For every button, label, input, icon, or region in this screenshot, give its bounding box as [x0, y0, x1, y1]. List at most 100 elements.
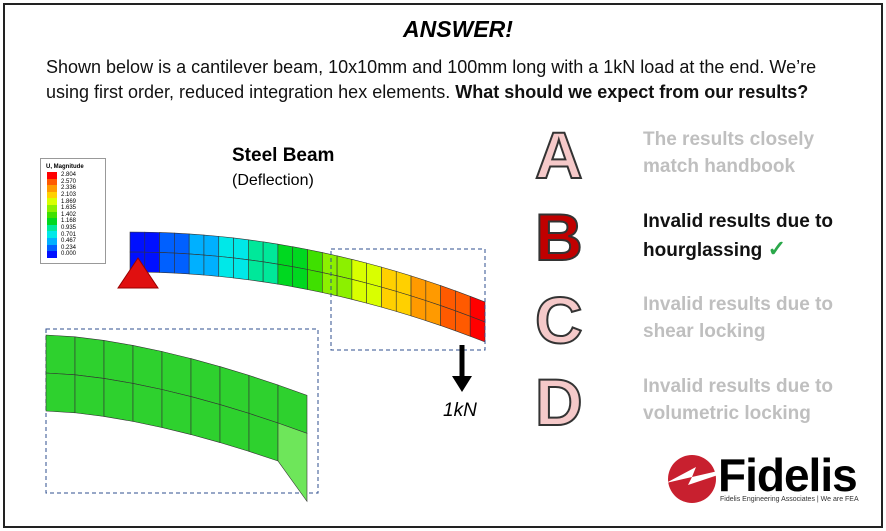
intro-text: Shown below is a cantilever beam, 10x10m…	[46, 55, 846, 105]
legend-swatch	[47, 172, 57, 179]
load-label: 1kN	[443, 400, 477, 421]
beam-element	[336, 275, 353, 300]
beam-element	[174, 232, 190, 255]
option-letter-a: A	[534, 118, 584, 192]
legend-swatch	[47, 218, 57, 225]
option-text-line2: match handbook	[643, 156, 796, 177]
beam-element	[129, 231, 146, 253]
legend-value: 1.168	[61, 218, 77, 225]
beam-element	[248, 239, 264, 263]
legend-swatch	[47, 251, 57, 258]
inset-box	[45, 328, 319, 494]
option-text-line2: hourglassing	[643, 240, 763, 261]
beam-element	[144, 251, 160, 273]
inset-element	[45, 372, 76, 414]
option-text-line1: Invalid results due to	[643, 376, 834, 397]
legend-swatch	[47, 211, 57, 219]
legend-entry: 1.635	[47, 204, 105, 212]
legend-entry: 0.467	[47, 237, 105, 245]
beam-element	[277, 263, 294, 288]
beam-element	[248, 259, 264, 283]
legend-entry: 1.869	[47, 198, 105, 205]
intro-body: Shown below is a cantilever beam, 10x10m…	[46, 57, 817, 102]
legend-value: 0.234	[61, 244, 77, 251]
legend-entry: 1.168	[47, 218, 105, 225]
figure-subtitle: (Deflection)	[232, 172, 314, 189]
figure-title: Steel Beam	[232, 145, 335, 166]
option-letter-c: C	[534, 283, 584, 357]
legend-value: 1.869	[61, 198, 77, 205]
inset-element	[277, 422, 308, 503]
legend-value: 0.935	[61, 225, 77, 232]
beam-element	[351, 278, 367, 304]
legend-swatch	[47, 178, 57, 186]
beam-element	[351, 258, 367, 284]
inset-element	[132, 345, 163, 390]
beam-element	[321, 272, 338, 297]
beam-element	[277, 243, 294, 268]
beam-element	[336, 255, 353, 280]
legend-value: 2.570	[61, 178, 77, 185]
legend-value: 1.635	[61, 205, 77, 212]
legend-swatch	[47, 191, 57, 199]
inset-element	[74, 374, 105, 417]
legend-swatch	[47, 185, 57, 192]
option-text-line1: The results closely	[643, 129, 815, 150]
legend-swatch	[47, 237, 57, 245]
beam-element	[203, 254, 220, 277]
legend-value: 2.336	[61, 185, 77, 192]
legend-swatch	[47, 231, 57, 238]
legend-entry: 0.000	[47, 251, 105, 258]
inset-element	[74, 336, 105, 379]
legend-entry: 0.935	[47, 224, 105, 232]
beam-element	[159, 232, 175, 254]
legend-value: 0.467	[61, 238, 77, 245]
beam-element	[218, 256, 234, 279]
option-text-line1: Invalid results due to	[643, 211, 834, 232]
legend-swatch	[47, 198, 57, 205]
inset-element	[132, 383, 163, 428]
option-text-line2: shear locking	[643, 321, 766, 342]
beam-element	[159, 252, 175, 274]
inset-element	[190, 396, 221, 443]
logo-tagline: Fidelis Engineering Associates | We are …	[720, 496, 859, 503]
option-a[interactable]: The results closely match handbook	[643, 126, 814, 180]
legend-title: U, Magnitude	[46, 164, 84, 170]
slide-title: ANSWER!	[403, 16, 513, 42]
legend-entry: 1.402	[47, 211, 105, 219]
legend-value: 1.402	[61, 211, 77, 218]
beam-element	[203, 234, 220, 257]
legend-entry: 2.103	[47, 191, 105, 199]
beam-element	[262, 241, 279, 265]
option-d[interactable]: Invalid results due to volumetric locking	[643, 373, 833, 427]
beam-element	[188, 233, 205, 256]
legend-value: 2.103	[61, 192, 77, 199]
beam-element	[321, 252, 338, 277]
beam-element	[366, 282, 382, 308]
beam-element	[262, 261, 279, 285]
inset-element	[103, 340, 134, 384]
beam-element	[233, 257, 249, 281]
inset-element	[103, 378, 134, 422]
legend-swatch	[47, 204, 57, 212]
beam-element	[307, 269, 323, 293]
logo-wordmark: Fidelis	[718, 449, 858, 501]
inset-element	[161, 389, 192, 435]
option-c[interactable]: Invalid results due to shear locking	[643, 291, 833, 345]
deformed-beam	[129, 231, 486, 343]
legend-entry: 0.234	[47, 244, 105, 252]
beam-element	[218, 236, 234, 259]
option-letter-d: D	[534, 365, 584, 439]
beam-element	[381, 286, 397, 312]
beam-element	[292, 266, 308, 290]
legend-swatch	[47, 224, 57, 232]
beam-element	[174, 252, 190, 275]
fidelis-logo-icon	[666, 455, 718, 503]
fixed-support-icon	[117, 257, 159, 289]
legend-entry: 2.570	[47, 178, 105, 186]
inset-element	[161, 351, 192, 397]
option-b[interactable]: Invalid results due to hourglassing ✓	[643, 208, 833, 264]
legend-entry: 0.701	[47, 231, 105, 238]
option-text-line2: volumetric locking	[643, 403, 811, 424]
beam-element	[292, 246, 308, 270]
